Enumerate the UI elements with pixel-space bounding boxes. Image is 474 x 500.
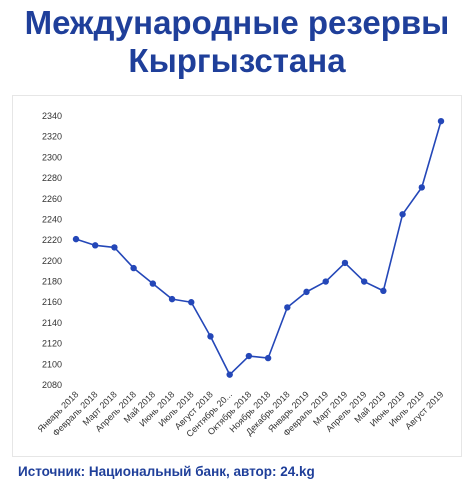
title-line-1: Международные резервы [24, 4, 450, 41]
page-title: Международные резервы Кыргызстана [0, 4, 474, 80]
data-point [130, 264, 137, 272]
y-tick-label: 2200 [42, 256, 62, 266]
data-point [207, 333, 214, 340]
y-tick-label: 2260 [42, 194, 62, 204]
data-point [303, 288, 310, 296]
data-point [380, 287, 387, 295]
data-point [245, 352, 253, 360]
data-point [437, 117, 445, 125]
data-point [72, 235, 80, 243]
data-point [264, 354, 272, 362]
data-point [168, 295, 176, 303]
data-point [418, 184, 425, 191]
y-tick-label: 2220 [42, 235, 62, 245]
source-note: Источник: Национальный банк, автор: 24.k… [18, 464, 315, 479]
data-point [149, 280, 157, 287]
series-line [75, 120, 442, 376]
y-tick-label: 2140 [42, 318, 62, 328]
data-point [111, 244, 118, 251]
y-tick-label: 2340 [42, 111, 62, 121]
y-tick-label: 2120 [42, 339, 62, 349]
y-tick-label: 2240 [42, 214, 62, 224]
data-point [188, 299, 195, 306]
y-tick-label: 2180 [42, 277, 62, 287]
data-point [92, 242, 99, 249]
data-point [226, 371, 233, 378]
data-point [284, 304, 291, 311]
data-point [399, 211, 406, 218]
y-tick-label: 2160 [42, 297, 62, 307]
y-tick-label: 2080 [42, 380, 62, 390]
y-tick-label: 2320 [42, 132, 62, 142]
y-tick-label: 2280 [42, 173, 62, 183]
data-point [360, 278, 368, 285]
y-tick-label: 2300 [42, 152, 62, 162]
y-tick-label: 2100 [42, 359, 62, 369]
data-point [322, 278, 329, 285]
data-point [341, 259, 349, 267]
title-line-2: Кыргызстана [128, 42, 346, 79]
